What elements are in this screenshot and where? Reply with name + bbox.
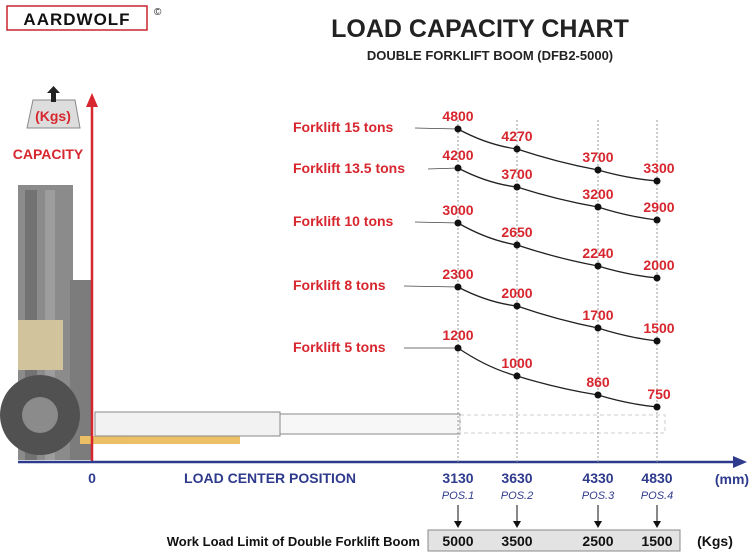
- data-label: 860: [586, 374, 610, 390]
- data-label: 3200: [582, 186, 613, 202]
- x-tick-label: 4830: [641, 470, 672, 486]
- data-point: [594, 391, 602, 399]
- data-label: 4200: [442, 147, 473, 163]
- data-label: 3300: [643, 160, 674, 176]
- aardwolf-logo: AARDWOLF ©: [6, 5, 162, 31]
- copyright-mark: ©: [154, 7, 162, 18]
- leader-line: [414, 127, 459, 130]
- pointer-arrow: [454, 521, 462, 528]
- pointer-arrow: [513, 521, 521, 528]
- wll-value: 3500: [501, 533, 532, 549]
- data-point: [513, 372, 521, 380]
- x-axis-label: LOAD CENTER POSITION: [184, 470, 356, 486]
- data-label: 3000: [442, 202, 473, 218]
- data-point: [454, 283, 462, 291]
- pointer-arrow: [594, 521, 602, 528]
- data-point: [454, 125, 462, 133]
- data-label: 750: [647, 386, 671, 402]
- data-label: 1500: [643, 320, 674, 336]
- x-tick-label: 3630: [501, 470, 532, 486]
- y-axis-label: CAPACITY: [13, 146, 84, 162]
- data-point: [454, 344, 462, 352]
- series-label: Forklift 13.5 tons: [293, 160, 405, 176]
- data-point: [653, 177, 661, 185]
- x-unit: (mm): [715, 471, 749, 487]
- data-point: [594, 262, 602, 270]
- data-label: 4800: [442, 108, 473, 124]
- data-label: 1200: [442, 327, 473, 343]
- wll-unit: (Kgs): [697, 533, 733, 549]
- wll-value: 2500: [582, 533, 613, 549]
- series-line: [457, 167, 658, 221]
- wll-value: 5000: [442, 533, 473, 549]
- data-label: 2900: [643, 199, 674, 215]
- data-point: [653, 337, 661, 345]
- data-point: [454, 219, 462, 227]
- data-point: [513, 183, 521, 191]
- data-point: [653, 403, 661, 411]
- boom-illustration: [94, 411, 666, 437]
- data-point: [594, 324, 602, 332]
- series-line: [457, 222, 658, 279]
- series-line: [457, 128, 658, 182]
- leader-line: [427, 167, 459, 170]
- data-point: [513, 241, 521, 249]
- forklift-illustration: [0, 185, 240, 460]
- data-label: 4270: [501, 128, 532, 144]
- wll-value: 1500: [641, 533, 672, 549]
- data-label: 2650: [501, 224, 532, 240]
- position-label: POS.1: [442, 490, 474, 502]
- data-label: 2000: [643, 257, 674, 273]
- data-label: 3700: [582, 149, 613, 165]
- x-axis-arrow: [733, 456, 747, 468]
- data-label: 2000: [501, 285, 532, 301]
- data-point: [594, 203, 602, 211]
- chart-title: LOAD CAPACITY CHART: [331, 15, 629, 43]
- data-point: [594, 166, 602, 174]
- data-point: [653, 216, 661, 224]
- data-label: 2240: [582, 245, 613, 261]
- wll-label: Work Load Limit of Double Forklift Boom: [167, 534, 420, 549]
- position-label: POS.4: [641, 490, 673, 502]
- series-line: [457, 286, 658, 342]
- position-label: POS.3: [582, 490, 615, 502]
- data-label: 2300: [442, 266, 473, 282]
- pointer-arrow: [653, 521, 661, 528]
- x-origin-label: 0: [88, 470, 96, 486]
- data-label: 3700: [501, 166, 532, 182]
- series-line: [457, 347, 658, 408]
- logo-text: AARDWOLF: [23, 10, 130, 29]
- x-tick-label: 3130: [442, 470, 473, 486]
- data-point: [513, 145, 521, 153]
- series-label: Forklift 5 tons: [293, 339, 386, 355]
- data-point: [513, 302, 521, 310]
- data-label: 1000: [501, 355, 532, 371]
- wll-box: [427, 529, 681, 552]
- series-label: Forklift 15 tons: [293, 119, 394, 135]
- leader-line: [403, 285, 459, 288]
- x-tick-label: 4330: [582, 470, 613, 486]
- data-point: [454, 164, 462, 172]
- kgs-weight-icon: [26, 86, 81, 129]
- leader-line: [414, 221, 459, 224]
- series-label: Forklift 10 tons: [293, 213, 394, 229]
- data-label: 1700: [582, 307, 613, 323]
- chart-subtitle: DOUBLE FORKLIFT BOOM (DFB2-5000): [367, 48, 613, 63]
- series-label: Forklift 8 tons: [293, 277, 386, 293]
- position-label: POS.2: [501, 490, 533, 502]
- y-unit: (Kgs): [35, 108, 71, 124]
- data-point: [653, 274, 661, 282]
- y-axis-arrow: [86, 93, 98, 107]
